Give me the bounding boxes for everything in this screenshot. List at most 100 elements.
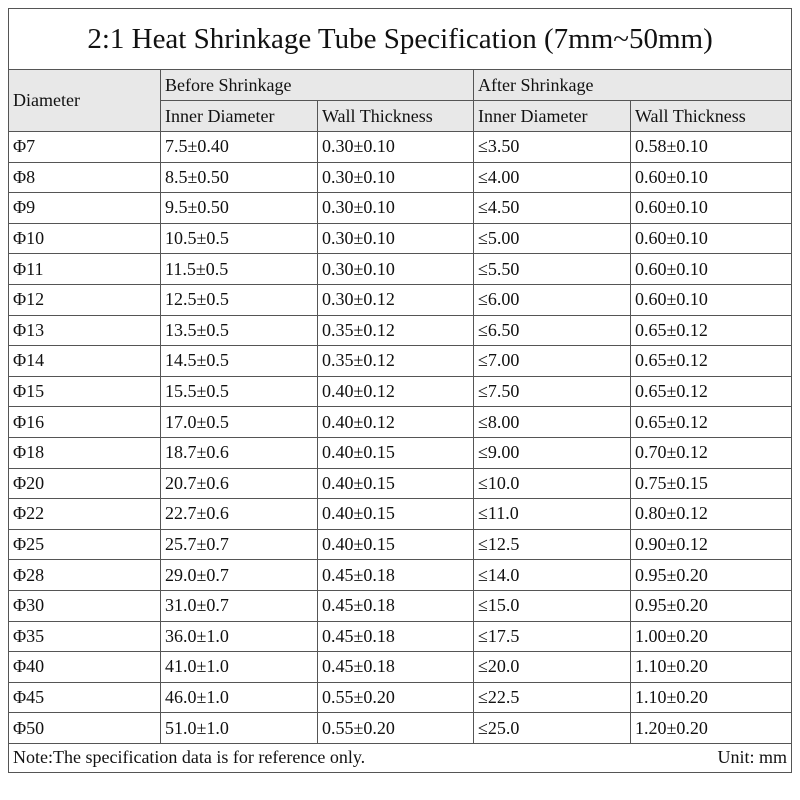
- cell: ≤3.50: [473, 131, 631, 163]
- cell: 25.7±0.7: [160, 528, 318, 561]
- cell: 0.35±0.12: [317, 345, 474, 377]
- data-row: Φ35 36.0±1.0 0.45±0.18 ≤17.5 1.00±0.20: [8, 620, 793, 653]
- cell: 0.60±0.10: [629, 283, 793, 316]
- cell: ≤7.00: [473, 345, 631, 377]
- cell: Φ35: [8, 620, 161, 653]
- unit: Unit: mm: [630, 742, 793, 773]
- cell: ≤22.5: [473, 681, 631, 714]
- cell: ≤8.00: [473, 406, 631, 438]
- cell: 46.0±1.0: [160, 681, 318, 714]
- header-row: Diameter Before Shrinkage After Shrinkag…: [8, 69, 793, 132]
- cell: Φ8: [8, 161, 161, 194]
- data-row: Φ8 8.5±0.50 0.30±0.10 ≤4.00 0.60±0.10: [8, 161, 793, 194]
- cell: Φ15: [8, 375, 161, 408]
- cell: Φ7: [8, 131, 161, 163]
- cell: 0.70±0.12: [629, 436, 793, 469]
- cell: 0.65±0.12: [629, 406, 793, 438]
- cell: Φ25: [8, 528, 161, 561]
- data-row: Φ25 25.7±0.7 0.40±0.15 ≤12.5 0.90±0.12: [8, 528, 793, 561]
- cell: 20.7±0.6: [160, 467, 318, 500]
- cell: ≤14.0: [473, 559, 631, 591]
- cell: ≤11.0: [473, 498, 631, 530]
- title-row: 2:1 Heat Shrinkage Tube Specification (7…: [7, 8, 793, 70]
- cell: Φ12: [8, 283, 161, 316]
- cell: 36.0±1.0: [160, 620, 318, 653]
- cell: 0.40±0.12: [317, 375, 474, 408]
- note: Note:The specification data is for refer…: [8, 742, 631, 773]
- cell: 1.00±0.20: [629, 620, 793, 653]
- cell: 0.95±0.20: [629, 559, 793, 591]
- cell: 0.40±0.15: [317, 528, 474, 561]
- data-row: Φ7 7.5±0.40 0.30±0.10 ≤3.50 0.58±0.10: [8, 131, 793, 163]
- cell: Φ13: [8, 314, 161, 347]
- cell: 0.65±0.12: [629, 375, 793, 408]
- cell: 12.5±0.5: [160, 283, 318, 316]
- header-row: Inner Diameter Wall Thickness Inner Diam…: [9, 100, 793, 132]
- cell: 0.58±0.10: [629, 131, 793, 163]
- spec-table: 2:1 Heat Shrinkage Tube Specification (7…: [7, 8, 793, 773]
- cell: ≤6.00: [473, 283, 631, 316]
- cell: ≤17.5: [473, 620, 631, 653]
- column-header: Inner Diameter: [473, 100, 631, 132]
- cell: 0.30±0.10: [317, 131, 474, 163]
- cell: 0.90±0.12: [629, 528, 793, 561]
- cell: 8.5±0.50: [160, 161, 318, 194]
- footer-row: Note:The specification data is for refer…: [8, 742, 793, 773]
- cell: Φ14: [8, 345, 161, 377]
- cell: 0.60±0.10: [629, 253, 793, 285]
- column-header: Wall Thickness: [317, 100, 474, 132]
- cell: ≤4.00: [473, 161, 631, 194]
- data-row: Φ16 17.0±0.5 0.40±0.12 ≤8.00 0.65±0.12: [8, 406, 793, 438]
- cell: Φ28: [8, 559, 161, 591]
- cell: ≤25.0: [473, 712, 631, 744]
- data-row: Φ15 15.5±0.5 0.40±0.12 ≤7.50 0.65±0.12: [8, 375, 793, 408]
- cell: 0.45±0.18: [317, 620, 474, 653]
- cell: 0.55±0.20: [317, 681, 474, 714]
- cell: 0.65±0.12: [629, 314, 793, 347]
- data-row: Φ28 29.0±0.7 0.45±0.18 ≤14.0 0.95±0.20: [8, 559, 793, 591]
- cell: 0.95±0.20: [629, 589, 793, 622]
- cell: Φ50: [8, 712, 161, 744]
- group-header: After Shrinkage: [472, 69, 793, 101]
- cell: 0.30±0.10: [317, 161, 474, 194]
- data-row: Φ20 20.7±0.6 0.40±0.15 ≤10.0 0.75±0.15: [8, 467, 793, 500]
- cell: 51.0±1.0: [160, 712, 318, 744]
- cell: 0.40±0.15: [317, 498, 474, 530]
- group-header: Before Shrinkage: [160, 69, 474, 101]
- cell: 31.0±0.7: [160, 589, 318, 622]
- cell: ≤12.5: [473, 528, 631, 561]
- column-header: Inner Diameter: [160, 100, 318, 132]
- cell: Φ20: [8, 467, 161, 500]
- cell: 0.40±0.15: [317, 467, 474, 500]
- diameter-header: Diameter: [8, 69, 161, 132]
- cell: Φ9: [8, 192, 161, 224]
- data-row: Φ50 51.0±1.0 0.55±0.20 ≤25.0 1.20±0.20: [8, 712, 793, 744]
- cell: 14.5±0.5: [160, 345, 318, 377]
- cell: 0.45±0.18: [317, 559, 474, 591]
- cell: 1.20±0.20: [629, 712, 793, 744]
- cell: 0.40±0.15: [317, 436, 474, 469]
- title: 2:1 Heat Shrinkage Tube Specification (7…: [7, 8, 793, 70]
- cell: 0.30±0.10: [317, 253, 474, 285]
- cell: Φ22: [8, 498, 161, 530]
- cell: 9.5±0.50: [160, 192, 318, 224]
- cell: 0.40±0.12: [317, 406, 474, 438]
- cell: 0.30±0.12: [317, 283, 474, 316]
- cell: Φ18: [8, 436, 161, 469]
- cell: 0.60±0.10: [629, 161, 793, 194]
- cell: 0.35±0.12: [317, 314, 474, 347]
- data-row: Φ45 46.0±1.0 0.55±0.20 ≤22.5 1.10±0.20: [8, 681, 793, 714]
- cell: 0.80±0.12: [629, 498, 793, 530]
- cell: Φ30: [8, 589, 161, 622]
- data-row: Φ40 41.0±1.0 0.45±0.18 ≤20.0 1.10±0.20: [8, 651, 793, 683]
- cell: 0.75±0.15: [629, 467, 793, 500]
- cell: ≤10.0: [473, 467, 631, 500]
- cell: 1.10±0.20: [629, 651, 793, 683]
- cell: ≤4.50: [473, 192, 631, 224]
- cell: 41.0±1.0: [160, 651, 318, 683]
- data-row: Φ14 14.5±0.5 0.35±0.12 ≤7.00 0.65±0.12: [8, 345, 793, 377]
- cell: 0.65±0.12: [629, 345, 793, 377]
- cell: ≤6.50: [473, 314, 631, 347]
- cell: 11.5±0.5: [160, 253, 318, 285]
